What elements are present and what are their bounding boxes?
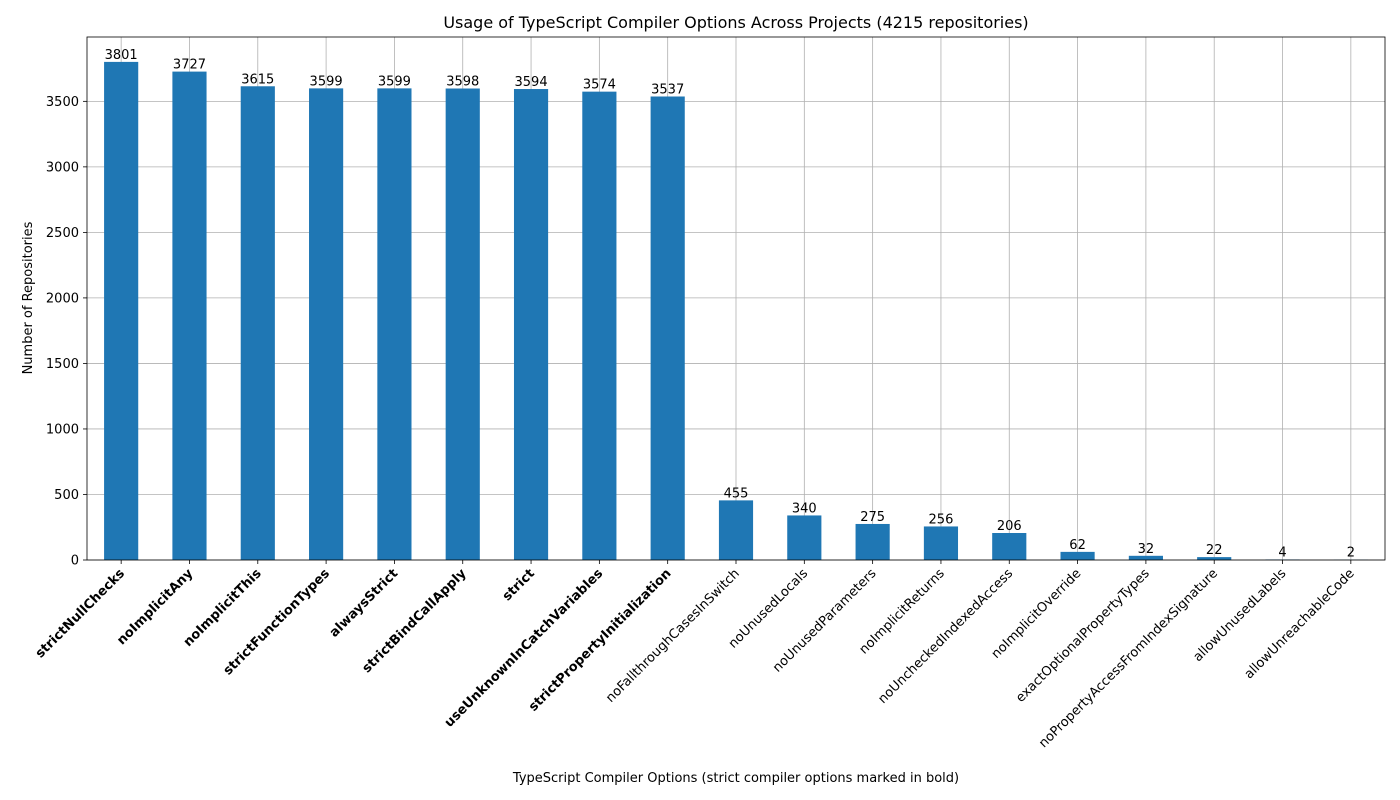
bar-value-label: 3599	[310, 74, 343, 89]
bar-value-label: 455	[724, 486, 749, 501]
y-gridlines	[87, 100, 1385, 561]
y-tick-label: 3000	[46, 160, 79, 175]
y-tick-label: 0	[71, 554, 79, 569]
bar-value-label: 3594	[515, 75, 548, 90]
bar	[1060, 551, 1095, 560]
bar-value-label: 3537	[651, 82, 684, 97]
bar-value-label: 62	[1069, 538, 1086, 553]
bar	[787, 515, 822, 560]
bar	[104, 61, 139, 560]
bar-value-label: 3727	[173, 58, 206, 73]
bar	[309, 88, 344, 561]
bar	[172, 71, 207, 561]
bars	[104, 61, 1368, 561]
y-tick-label: 1000	[46, 422, 79, 437]
bar	[718, 500, 754, 560]
bar	[650, 96, 685, 561]
bar-value-label: 4	[1278, 545, 1286, 560]
bar	[582, 91, 617, 561]
bar-value-label: 3801	[105, 48, 138, 63]
bar-value-label: 2	[1347, 546, 1355, 561]
bar-value-label: 206	[997, 519, 1022, 534]
bar	[1128, 555, 1163, 560]
bar	[445, 88, 480, 561]
bar	[513, 89, 549, 560]
bar	[855, 523, 890, 560]
bar-value-label: 256	[929, 512, 954, 527]
bar	[1197, 557, 1232, 560]
bar-value-label: 3599	[378, 74, 411, 89]
bar-value-label: 340	[792, 501, 817, 516]
y-tick-label: 3500	[46, 95, 79, 110]
bar-value-label: 3615	[241, 72, 274, 87]
x-axis-label: TypeScript Compiler Options (strict comp…	[512, 771, 959, 786]
bar	[377, 88, 412, 561]
bar	[240, 86, 275, 561]
bar-value-label: 275	[860, 510, 885, 525]
y-tick-label: 1500	[46, 357, 79, 372]
y-axis-label: Number of Repositories	[21, 221, 36, 374]
bar-value-label: 32	[1138, 542, 1155, 557]
chart-title: Usage of TypeScript Compiler Options Acr…	[443, 13, 1028, 32]
y-tick-label: 2000	[46, 291, 79, 306]
y-tick-label: 500	[54, 488, 79, 503]
data-labels: 3801 3727 3615 3599 3599 3598 3594 3574 3537 455 3…	[105, 48, 1355, 561]
bar	[992, 533, 1027, 560]
bar	[923, 526, 959, 560]
bar-value-label: 22	[1206, 543, 1223, 558]
y-axis: 0 500 1000 1500 2000 2500 3000 3500	[46, 95, 87, 569]
y-tick-label: 2500	[46, 226, 79, 241]
bar-value-label: 3598	[446, 75, 479, 90]
bar-value-label: 3574	[583, 78, 616, 93]
